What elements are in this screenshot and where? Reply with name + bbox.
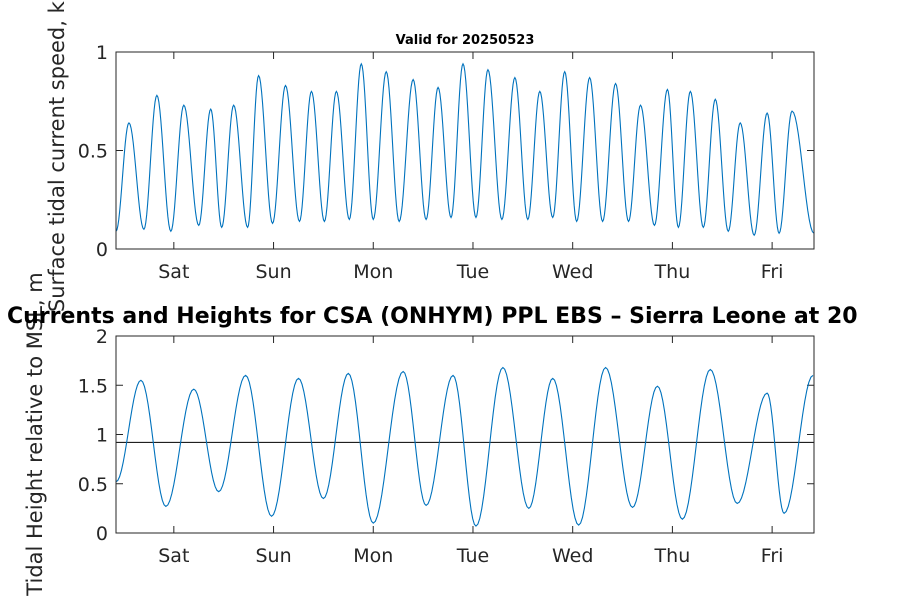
current-speed-axes: Valid for 20250523 Surface tidal current… xyxy=(45,0,815,312)
tidal-height-ytick-label: 1 xyxy=(96,425,108,447)
tidal-height-ytick-label: 1.5 xyxy=(78,375,108,397)
tidal-height-xtick-label-sat: Sat xyxy=(158,545,189,567)
current-speed-title: Valid for 20250523 xyxy=(396,33,535,48)
tidal-height-xtick-label-sun: Sun xyxy=(255,545,291,567)
tidal-height-series xyxy=(115,366,814,527)
current-speed-xtick-label-mon: Mon xyxy=(353,261,393,283)
current-speed-plot-area xyxy=(116,52,814,249)
figure-title: Currents and Heights for CSA (ONHYM) PPL… xyxy=(7,304,858,329)
current-speed-ytick-label: 0 xyxy=(96,239,108,261)
tidal-height-axes-box xyxy=(115,335,815,534)
tidal-height-axes: Tidal Height relative to MSL, m 0 0.5 1 1.5… xyxy=(23,272,815,597)
current-speed-xtick-label-fri: Fri xyxy=(761,261,784,283)
current-speed-ytick-label: 1 xyxy=(96,42,108,64)
current-speed-axes-box xyxy=(115,51,815,250)
tidal-height-ylabel: Tidal Height relative to MSL, m xyxy=(23,272,47,596)
current-speed-xtick-label-tue: Tue xyxy=(456,261,489,283)
tidal-height-xtick-label-wed: Wed xyxy=(552,545,593,567)
current-speed-ytick-label: 0.5 xyxy=(78,141,108,163)
tidal-height-ytick-label: 0 xyxy=(96,523,108,545)
tidal-height-xtick-label-thu: Thu xyxy=(654,545,691,567)
current-speed-series xyxy=(115,62,815,237)
tidal-height-ytick-label: 2 xyxy=(96,326,108,348)
tidal-height-xtick-label-tue: Tue xyxy=(456,545,489,567)
tidal-height-xtick-label-mon: Mon xyxy=(353,545,393,567)
current-speed-xtick-label-sat: Sat xyxy=(158,261,189,283)
current-speed-xtick-label-thu: Thu xyxy=(654,261,691,283)
current-speed-xtick-label-sun: Sun xyxy=(255,261,291,283)
current-speed-ylabel: Surface tidal current speed, kn xyxy=(45,0,69,312)
current-speed-xtick-label-wed: Wed xyxy=(552,261,593,283)
tidal-height-xtick-label-fri: Fri xyxy=(761,545,784,567)
tidal-height-plot-area xyxy=(116,336,814,533)
tidal-height-ytick-label: 0.5 xyxy=(78,474,108,496)
